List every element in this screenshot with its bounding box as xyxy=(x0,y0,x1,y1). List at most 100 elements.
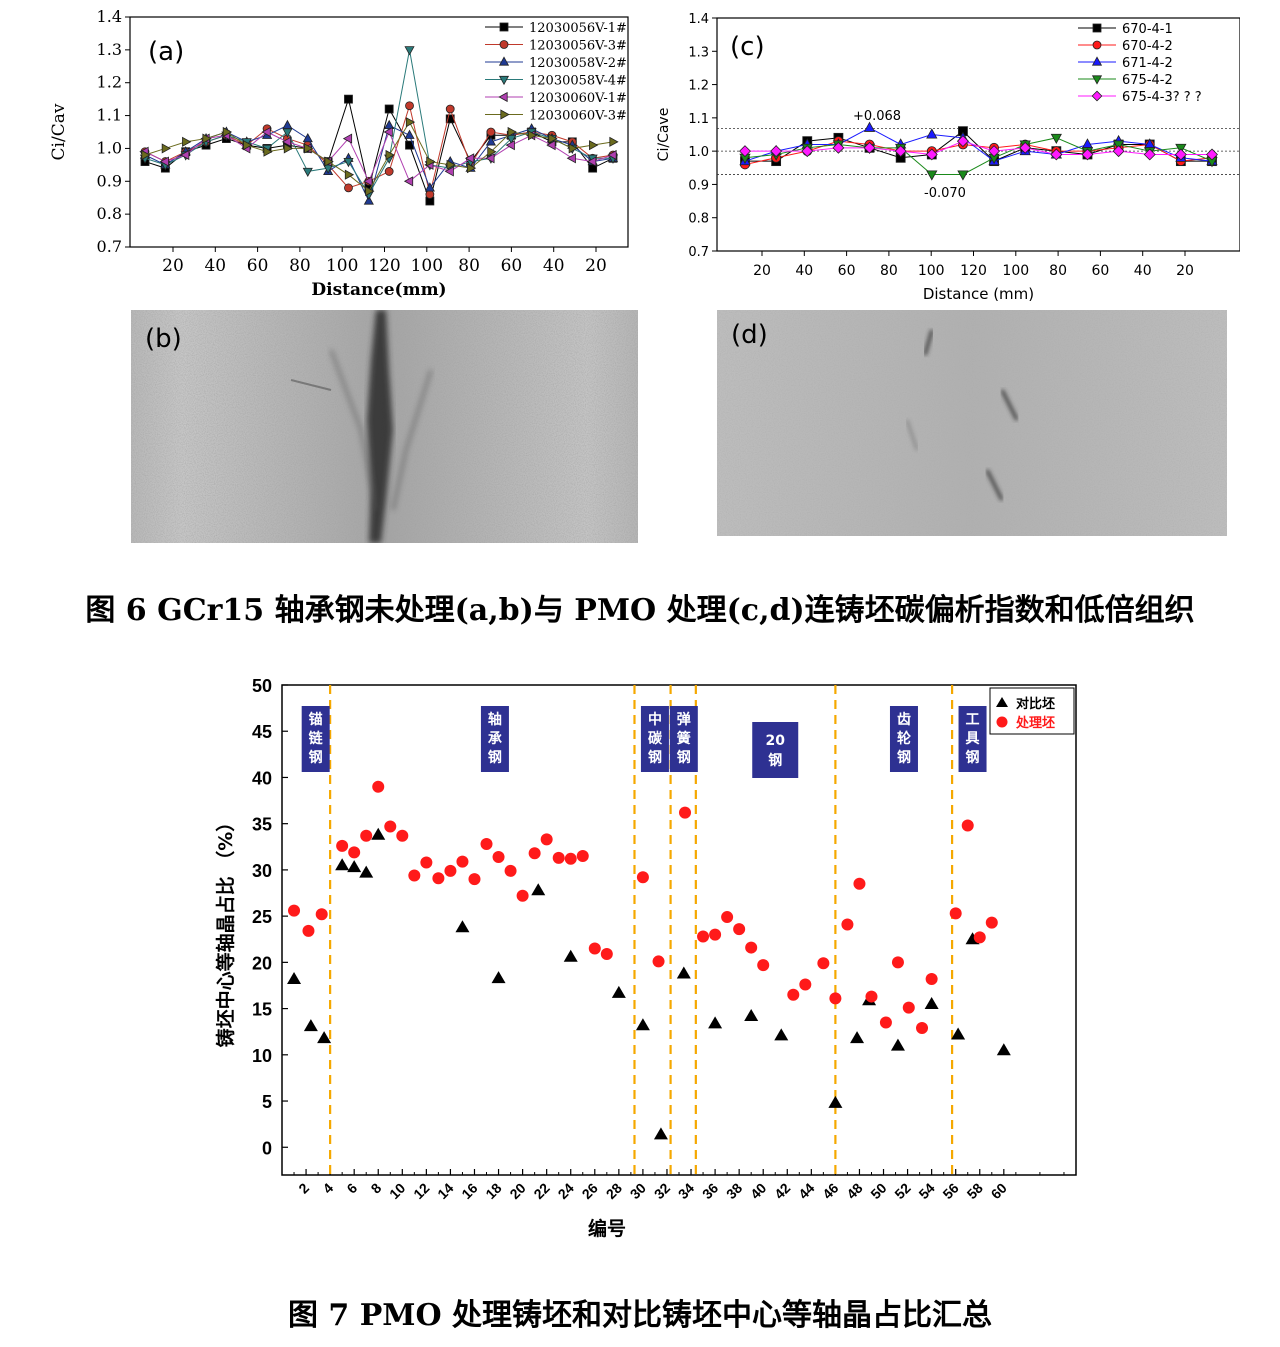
data-point-treated xyxy=(315,908,328,921)
x-tick-label: 58 xyxy=(964,1180,986,1202)
data-point xyxy=(263,146,273,157)
group-label-box xyxy=(752,722,799,778)
data-point-treated xyxy=(973,931,986,944)
data-point-treated xyxy=(540,833,553,846)
group-label-text: 锚 xyxy=(309,711,323,728)
legend-label: 12030060V-3# xyxy=(529,109,627,124)
data-point-treated xyxy=(528,847,541,860)
figure-7-caption: 图 7 PMO 处理铸坯和对比铸坯中心等轴晶占比汇总 xyxy=(287,1298,993,1333)
data-point xyxy=(485,153,495,164)
x-tick-label: 80 xyxy=(1049,263,1067,279)
data-point xyxy=(1019,141,1032,154)
data-point-treated xyxy=(348,846,361,859)
y-tick-label: 1.0 xyxy=(97,138,122,157)
data-point-treated xyxy=(799,978,812,991)
x-tick-label: 26 xyxy=(579,1180,601,1202)
data-point-treated xyxy=(588,942,601,955)
data-point-treated xyxy=(600,948,613,961)
x-tick-label: 16 xyxy=(458,1180,480,1202)
legend-marker xyxy=(1091,75,1103,85)
data-point xyxy=(405,117,416,128)
x-tick-label: 20 xyxy=(1176,263,1194,279)
y-tick-label: 0.9 xyxy=(97,171,122,190)
data-point xyxy=(1143,148,1156,161)
group-label-text: 链 xyxy=(309,730,324,747)
data-point xyxy=(587,156,597,167)
data-point xyxy=(444,166,454,177)
data-point-treated xyxy=(576,850,589,863)
data-point xyxy=(485,136,496,146)
x-tick-label: 20 xyxy=(753,263,771,279)
x-tick-label: 14 xyxy=(434,1180,456,1202)
data-point xyxy=(384,119,395,130)
data-point xyxy=(464,153,475,164)
data-point-treated xyxy=(985,916,998,929)
y-tick-label: 1.4 xyxy=(97,7,122,26)
data-point-control xyxy=(359,865,374,878)
x-tick-label: 4 xyxy=(319,1180,336,1197)
group-label-text: 承 xyxy=(488,731,502,747)
group-label-text: 簧 xyxy=(677,730,691,747)
legend-label: 675-4-3? ? ? xyxy=(1122,90,1202,105)
y-tick-label: 40 xyxy=(252,768,272,788)
y-tick-label: 30 xyxy=(252,861,272,881)
data-point xyxy=(832,141,845,154)
data-point-control xyxy=(951,1027,966,1040)
group-label-text: 钢 xyxy=(677,749,691,766)
y-tick-label: 45 xyxy=(252,722,272,742)
y-tick-label: 1.2 xyxy=(97,73,122,92)
y-tick-label: 15 xyxy=(252,1000,272,1020)
legend-marker xyxy=(1092,23,1102,33)
data-point-treated xyxy=(288,904,301,917)
data-point-control xyxy=(491,971,506,984)
data-point xyxy=(302,167,313,178)
data-point xyxy=(566,153,576,164)
data-point-treated xyxy=(879,1016,892,1029)
group-label-text: 工 xyxy=(966,712,980,728)
x-tick-label: 120 xyxy=(960,263,987,279)
data-point xyxy=(507,126,517,138)
data-point-treated xyxy=(360,829,373,842)
y-tick-label: 1.3 xyxy=(688,45,709,60)
data-point xyxy=(365,186,375,197)
annotation-upper: +0.068 xyxy=(853,109,901,124)
data-point-treated xyxy=(396,829,409,842)
y-tick-label: 0.8 xyxy=(97,204,122,223)
data-point xyxy=(282,128,293,138)
x-tick-label: 60 xyxy=(501,256,523,276)
panel-d-label: (d) xyxy=(731,320,768,350)
data-point-control xyxy=(531,883,546,896)
data-point xyxy=(957,170,969,181)
data-point xyxy=(1174,148,1187,161)
data-point-treated xyxy=(302,924,315,937)
x-tick-label: 44 xyxy=(795,1180,817,1202)
x-tick-label: 40 xyxy=(747,1180,769,1202)
data-point xyxy=(404,129,415,139)
data-point xyxy=(486,127,496,137)
data-point-control xyxy=(317,1031,332,1044)
x-tick-label: 20 xyxy=(162,256,184,276)
data-point xyxy=(1081,148,1094,161)
legend-label: 670-4-2 xyxy=(1122,39,1173,54)
data-point xyxy=(568,143,578,154)
data-point xyxy=(1050,133,1062,145)
data-point xyxy=(956,135,969,148)
x-tick-label: 12 xyxy=(410,1180,432,1202)
annotation-lower: -0.070 xyxy=(924,186,966,201)
x-tick-label: 18 xyxy=(482,1180,504,1202)
x-tick-label: 34 xyxy=(675,1180,697,1202)
y-tick-label: 1.2 xyxy=(688,79,709,94)
data-point xyxy=(363,176,373,187)
data-point-control xyxy=(676,966,691,979)
data-point xyxy=(1081,138,1094,149)
legend-label: 12030056V-3# xyxy=(529,39,627,54)
data-point-control xyxy=(924,996,939,1009)
x-tick-label: 120 xyxy=(368,256,400,276)
group-label-box xyxy=(640,706,669,772)
data-point xyxy=(180,149,190,161)
series-line xyxy=(744,137,1213,175)
data-point-treated xyxy=(709,928,722,941)
y-axis-title: 铸坯中心等轴晶占比 （%） xyxy=(214,813,237,1048)
data-point-control xyxy=(563,949,578,962)
